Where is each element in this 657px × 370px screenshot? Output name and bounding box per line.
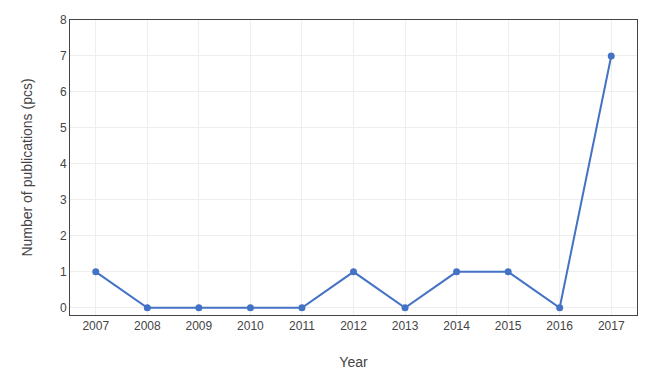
- svg-text:Number of publications (pcs): Number of publications (pcs): [19, 78, 35, 256]
- svg-text:1: 1: [60, 265, 67, 279]
- svg-text:2009: 2009: [186, 319, 213, 333]
- svg-text:2010: 2010: [237, 319, 264, 333]
- svg-text:2015: 2015: [495, 319, 522, 333]
- svg-text:2012: 2012: [340, 319, 367, 333]
- svg-text:6: 6: [60, 85, 67, 99]
- svg-text:4: 4: [60, 157, 67, 171]
- svg-text:8: 8: [60, 13, 67, 27]
- svg-text:2: 2: [60, 229, 67, 243]
- svg-text:2007: 2007: [82, 319, 109, 333]
- svg-text:2016: 2016: [546, 319, 573, 333]
- svg-text:7: 7: [60, 49, 67, 63]
- svg-text:2017: 2017: [598, 319, 625, 333]
- svg-text:Year: Year: [339, 354, 368, 370]
- svg-text:3: 3: [60, 193, 67, 207]
- svg-text:2011: 2011: [289, 319, 315, 333]
- svg-text:2014: 2014: [443, 319, 470, 333]
- svg-text:2008: 2008: [134, 319, 161, 333]
- svg-text:2013: 2013: [392, 319, 419, 333]
- svg-text:5: 5: [60, 121, 67, 135]
- svg-text:0: 0: [60, 301, 67, 315]
